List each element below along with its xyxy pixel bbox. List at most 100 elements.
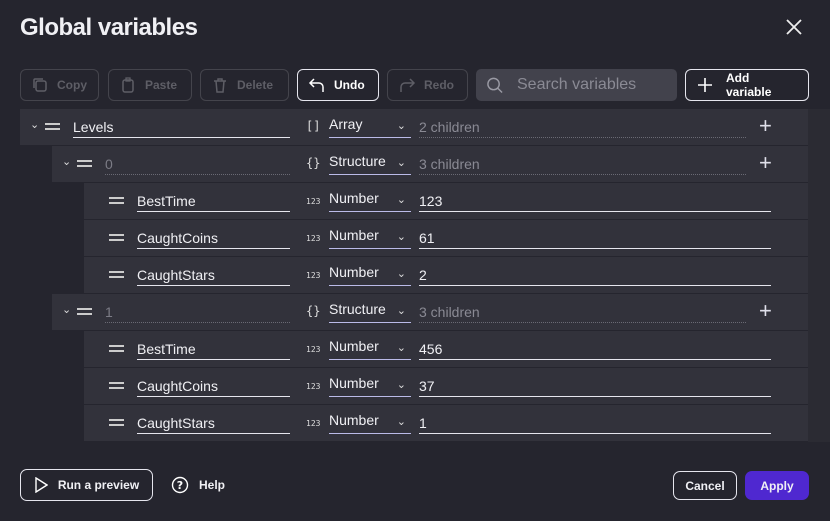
drag-handle-icon[interactable] [77, 308, 92, 315]
drag-handle-icon[interactable] [45, 123, 60, 130]
number-type-icon: 123 [306, 345, 321, 354]
variable-value-field[interactable]: 123 [419, 190, 771, 212]
variable-type-select[interactable]: Number ⌄ [329, 263, 411, 286]
chevron-down-icon: ⌄ [396, 416, 406, 428]
chevron-down-icon: ⌄ [396, 305, 406, 317]
drag-handle-icon[interactable] [109, 234, 124, 241]
number-type-icon: 123 [306, 419, 321, 428]
variable-type-select[interactable]: Number ⌄ [329, 411, 411, 434]
variable-value-field[interactable]: 1 [419, 412, 771, 434]
variable-type-select[interactable]: Number ⌄ [329, 374, 411, 397]
structure-type-icon: {} [306, 156, 321, 170]
undo-label: Undo [334, 78, 365, 92]
drag-handle-icon[interactable] [109, 271, 124, 278]
variable-value-field[interactable]: 37 [419, 375, 771, 397]
structure-type-icon: {} [306, 304, 321, 318]
search-input[interactable] [517, 76, 667, 94]
variable-name-field[interactable]: 0 [105, 153, 290, 175]
redo-icon [400, 78, 416, 92]
variable-row: CaughtCoins 123 Number ⌄ 61 [84, 220, 808, 256]
variable-name-field[interactable]: CaughtCoins [137, 375, 290, 397]
variable-row: CaughtStars 123 Number ⌄ 1 [84, 405, 808, 441]
copy-icon [33, 78, 47, 92]
array-type-icon: [] [306, 119, 321, 133]
variable-row: ⌄ 1 {} Structure ⌄ 3 children + [52, 294, 808, 330]
drag-handle-icon[interactable] [109, 345, 124, 352]
variable-row: BestTime 123 Number ⌄ 123 [84, 183, 808, 219]
undo-button[interactable]: Undo [297, 69, 379, 101]
paste-button[interactable]: Paste [108, 69, 192, 101]
paste-label: Paste [145, 78, 178, 92]
variable-value-field[interactable]: 61 [419, 227, 771, 249]
help-label: Help [198, 478, 225, 492]
cancel-button[interactable]: Cancel [673, 471, 737, 500]
variable-name-field[interactable]: 1 [105, 301, 290, 323]
chevron-down-icon[interactable]: ⌄ [62, 156, 72, 168]
variable-name-field[interactable]: Levels [73, 116, 290, 138]
search-box[interactable] [476, 69, 677, 101]
redo-button[interactable]: Redo [387, 69, 468, 101]
add-child-icon[interactable]: + [759, 298, 772, 323]
drag-handle-icon[interactable] [109, 382, 124, 389]
chevron-down-icon: ⌄ [396, 268, 406, 280]
variable-name-field[interactable]: CaughtStars [137, 264, 290, 286]
plus-icon [698, 78, 712, 92]
variable-value-field[interactable]: 456 [419, 338, 771, 360]
chevron-down-icon: ⌄ [396, 342, 406, 354]
variable-type-select[interactable]: Array ⌄ [329, 115, 411, 138]
svg-text:?: ? [177, 479, 183, 492]
run-preview-button[interactable]: Run a preview [20, 469, 153, 501]
run-preview-label: Run a preview [57, 478, 140, 492]
chevron-down-icon[interactable]: ⌄ [30, 119, 40, 131]
chevron-down-icon: ⌄ [396, 379, 406, 391]
number-type-icon: 123 [306, 382, 321, 391]
variable-row: CaughtStars 123 Number ⌄ 2 [84, 257, 808, 293]
variable-type-select[interactable]: Number ⌄ [329, 226, 411, 249]
help-button[interactable]: ? Help [168, 469, 228, 501]
chevron-down-icon: ⌄ [396, 157, 406, 169]
variable-type-select[interactable]: Structure ⌄ [329, 300, 411, 323]
children-count: 3 children [419, 301, 746, 323]
dialog-title: Global variables [20, 14, 198, 41]
apply-button[interactable]: Apply [745, 471, 809, 500]
search-icon [487, 77, 503, 94]
variable-row: BestTime 123 Number ⌄ 456 [84, 331, 808, 367]
trash-icon [214, 78, 226, 93]
children-count: 3 children [419, 153, 746, 175]
variable-type-select[interactable]: Number ⌄ [329, 337, 411, 360]
add-child-icon[interactable]: + [759, 150, 772, 175]
scroll-gutter [808, 109, 830, 442]
number-type-icon: 123 [306, 271, 321, 280]
delete-label: Delete [237, 78, 274, 92]
variable-name-field[interactable]: CaughtStars [137, 412, 290, 434]
clipboard-icon [122, 77, 134, 93]
variable-name-field[interactable]: CaughtCoins [137, 227, 290, 249]
chevron-down-icon: ⌄ [396, 231, 406, 243]
chevron-down-icon: ⌄ [396, 194, 406, 206]
variable-type-select[interactable]: Structure ⌄ [329, 152, 411, 175]
add-variable-button[interactable]: Add variable [685, 69, 809, 101]
drag-handle-icon[interactable] [77, 160, 92, 167]
delete-button[interactable]: Delete [200, 69, 289, 101]
redo-label: Redo [424, 78, 454, 92]
drag-handle-icon[interactable] [109, 419, 124, 426]
variable-name-field[interactable]: BestTime [137, 338, 290, 360]
variable-type-select[interactable]: Number ⌄ [329, 189, 411, 212]
undo-icon [308, 78, 324, 92]
drag-handle-icon[interactable] [109, 197, 124, 204]
play-icon [35, 477, 48, 493]
copy-label: Copy [57, 78, 87, 92]
help-icon: ? [171, 476, 189, 494]
chevron-down-icon[interactable]: ⌄ [62, 304, 72, 316]
close-icon[interactable] [784, 17, 804, 37]
number-type-icon: 123 [306, 197, 321, 206]
variable-value-field[interactable]: 2 [419, 264, 771, 286]
add-variable-label: Add variable [726, 71, 772, 99]
variable-name-field[interactable]: BestTime [137, 190, 290, 212]
add-child-icon[interactable]: + [759, 113, 772, 138]
variable-row: ⌄ Levels [] Array ⌄ 2 children + [20, 109, 808, 145]
children-count: 2 children [419, 116, 746, 138]
number-type-icon: 123 [306, 234, 321, 243]
variable-row: ⌄ 0 {} Structure ⌄ 3 children + [52, 146, 808, 182]
copy-button[interactable]: Copy [20, 69, 99, 101]
